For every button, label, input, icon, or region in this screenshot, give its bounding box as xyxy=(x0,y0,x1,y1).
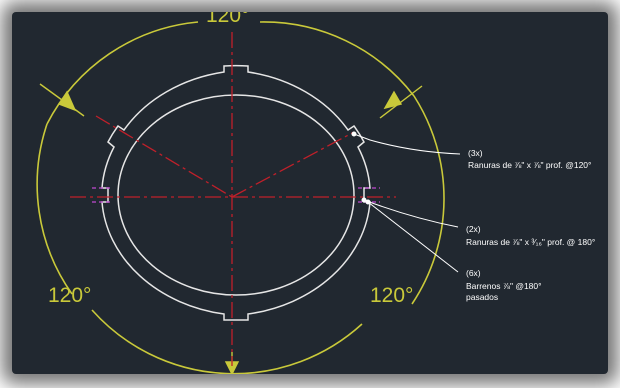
arrow-left xyxy=(57,90,77,112)
centerline-diagonal-right xyxy=(231,131,355,198)
leader-6x xyxy=(367,201,459,273)
angle-label-left: 120° xyxy=(48,284,91,307)
dimension-circle xyxy=(36,21,445,374)
part-outline xyxy=(101,64,371,321)
drawing-canvas: 120° 120° 120° (3x) Ranuras de ⅞" x ⅞" p… xyxy=(36,12,595,374)
cad-viewport[interactable]: 120° 120° 120° (3x) Ranuras de ⅞" x ⅞" p… xyxy=(12,12,608,374)
dimension-arc-right xyxy=(411,95,445,305)
extension-line-right xyxy=(379,85,423,119)
leader-2x xyxy=(363,199,459,228)
angle-label-right: 120° xyxy=(370,284,413,307)
arrow-right xyxy=(383,90,403,110)
angle-label-top: 120° xyxy=(206,12,249,27)
annotation-6x-count: (6x) xyxy=(466,268,481,278)
annotation-6x-text2: pasados xyxy=(466,292,498,302)
annotation-2x-count: (2x) xyxy=(466,224,481,234)
outer-ring-with-slots xyxy=(101,64,371,321)
dimension-arc-bottom xyxy=(91,309,363,374)
dimension-arc-left xyxy=(36,123,73,295)
annotation-3x-count: (3x) xyxy=(468,148,483,158)
inner-circle xyxy=(117,94,355,296)
dimension-extensions xyxy=(39,83,423,374)
dimension-arc-upper xyxy=(259,21,415,97)
leader-3x xyxy=(353,133,461,155)
center-lines xyxy=(70,32,396,366)
leader-lines xyxy=(351,131,461,273)
annotation-2x-text: Ranuras de ⅞" x ³⁄₁₆" prof. @ 180° xyxy=(466,237,595,247)
annotation-3x-text: Ranuras de ⅞" x ⅞" prof. @120° xyxy=(468,160,591,170)
annotation-6x-text: Barrenos ⅞" @180° xyxy=(466,281,542,291)
